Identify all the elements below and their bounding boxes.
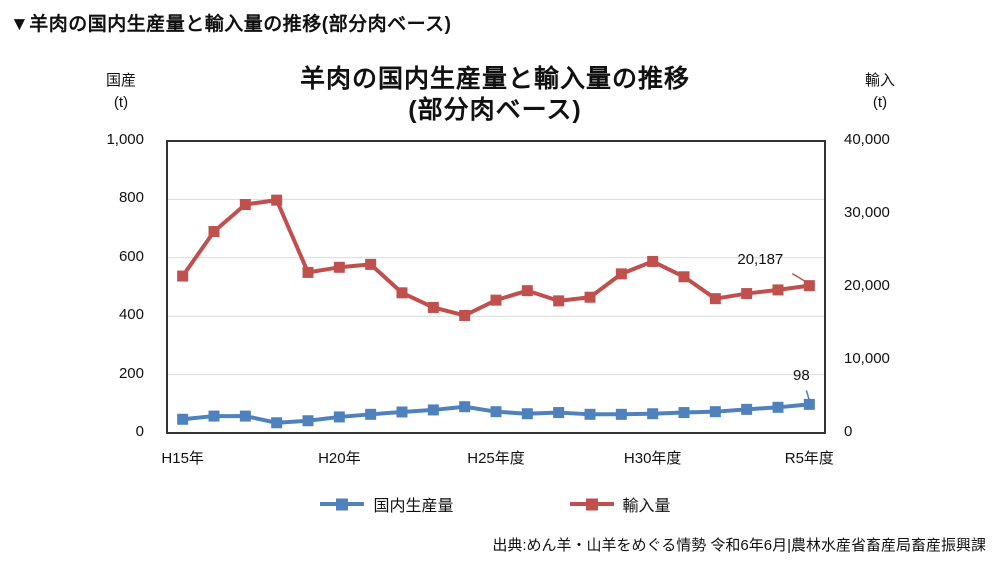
series-marker-imports	[177, 270, 189, 282]
x-axis-tick: H25年度	[467, 450, 525, 467]
data-label-imports: 20,187	[737, 250, 784, 268]
series-marker-imports	[427, 301, 439, 313]
series-marker-imports	[271, 194, 283, 206]
series-marker-imports	[772, 284, 784, 296]
series-marker-imports	[709, 293, 721, 305]
series-marker-imports	[741, 288, 753, 300]
series-marker-domestic	[678, 407, 690, 419]
left-axis-title: 国産 (t)	[86, 70, 156, 114]
series-marker-imports	[333, 261, 345, 273]
legend-marker-imports	[569, 498, 614, 511]
series-marker-imports	[647, 255, 659, 267]
series-marker-domestic	[208, 410, 220, 422]
source-attribution: 出典:めん羊・山羊をめぐる情勢 令和6年6月|農林水産省畜産局畜産振興課	[492, 537, 986, 554]
right-axis-unit: (t)	[872, 94, 888, 111]
x-axis-tick: H30年度	[623, 450, 682, 467]
left-axis-tick: 200	[118, 364, 144, 382]
series-marker-imports	[615, 268, 627, 280]
series-marker-domestic	[553, 407, 565, 419]
chart-title: 羊肉の国内生産量と輸入量の推移 (部分肉ベース)	[166, 64, 824, 126]
series-marker-domestic	[396, 406, 408, 418]
series-marker-imports	[302, 266, 314, 278]
left-axis-tick: 400	[118, 306, 144, 324]
series-marker-domestic	[803, 398, 815, 410]
series-marker-domestic	[302, 415, 314, 427]
series-marker-imports	[208, 226, 220, 238]
series-marker-domestic	[772, 401, 784, 413]
right-axis-tick: 10,000	[844, 350, 890, 367]
series-marker-imports	[553, 295, 565, 307]
left-axis-unit: (t)	[113, 94, 129, 111]
right-axis-title: 輸入 (t)	[845, 70, 915, 114]
series-marker-imports	[521, 285, 533, 297]
legend-item-imports: 輸入量	[569, 492, 671, 516]
series-marker-imports	[490, 294, 502, 306]
series-marker-imports	[803, 280, 815, 292]
x-axis-tick: H15年	[161, 450, 204, 467]
series-marker-imports	[365, 258, 377, 270]
series-marker-domestic	[490, 406, 502, 418]
left-axis-title-text: 国産	[105, 72, 136, 89]
chart-title-line2: (部分肉ベース)	[408, 96, 582, 124]
legend-item-domestic: 国内生産量	[319, 492, 454, 516]
left-axis-tick: 600	[118, 247, 144, 265]
series-marker-domestic	[365, 408, 377, 420]
data-label-domestic: 98	[792, 367, 810, 385]
series-marker-domestic	[647, 408, 659, 420]
right-axis-tick: 40,000	[844, 131, 890, 148]
series-marker-domestic	[615, 408, 627, 420]
series-marker-domestic	[177, 413, 189, 425]
callout-leader	[791, 272, 808, 284]
plot-area	[166, 140, 826, 434]
series-marker-imports	[584, 291, 596, 303]
series-marker-imports	[678, 271, 690, 283]
legend-marker-domestic	[320, 498, 365, 511]
callout-leader	[805, 390, 811, 401]
series-marker-domestic	[239, 410, 251, 422]
right-axis-tick: 0	[844, 423, 853, 440]
series-marker-domestic	[521, 408, 533, 420]
series-marker-domestic	[459, 401, 471, 413]
series-marker-domestic	[584, 408, 596, 420]
legend-label-imports: 輸入量	[622, 498, 671, 515]
right-axis-tick: 20,000	[844, 277, 890, 294]
series-marker-imports	[459, 309, 471, 321]
series-marker-domestic	[333, 411, 345, 423]
chart-legend: 国内生産量 輸入量	[166, 492, 824, 516]
x-axis-tick: R5年度	[784, 450, 834, 467]
series-marker-domestic	[741, 403, 753, 415]
series-marker-domestic	[271, 417, 283, 429]
series-marker-imports	[396, 287, 408, 299]
series-marker-imports	[239, 199, 251, 211]
right-axis-title-text: 輸入	[864, 72, 895, 89]
series-marker-domestic	[709, 406, 721, 418]
left-axis-tick: 0	[135, 423, 144, 440]
x-axis-tick: H20年	[318, 450, 361, 467]
legend-label-domestic: 国内生産量	[373, 498, 454, 515]
left-axis-tick: 1,000	[106, 131, 144, 148]
plot-border	[166, 140, 826, 434]
left-axis-tick: 800	[118, 189, 144, 207]
chart-title-line1: 羊肉の国内生産量と輸入量の推移	[299, 65, 690, 93]
page-heading: ▼羊肉の国内生産量と輸入量の推移(部分肉ベース)	[10, 14, 452, 35]
series-marker-domestic	[427, 404, 439, 416]
right-axis-tick: 30,000	[844, 204, 890, 221]
